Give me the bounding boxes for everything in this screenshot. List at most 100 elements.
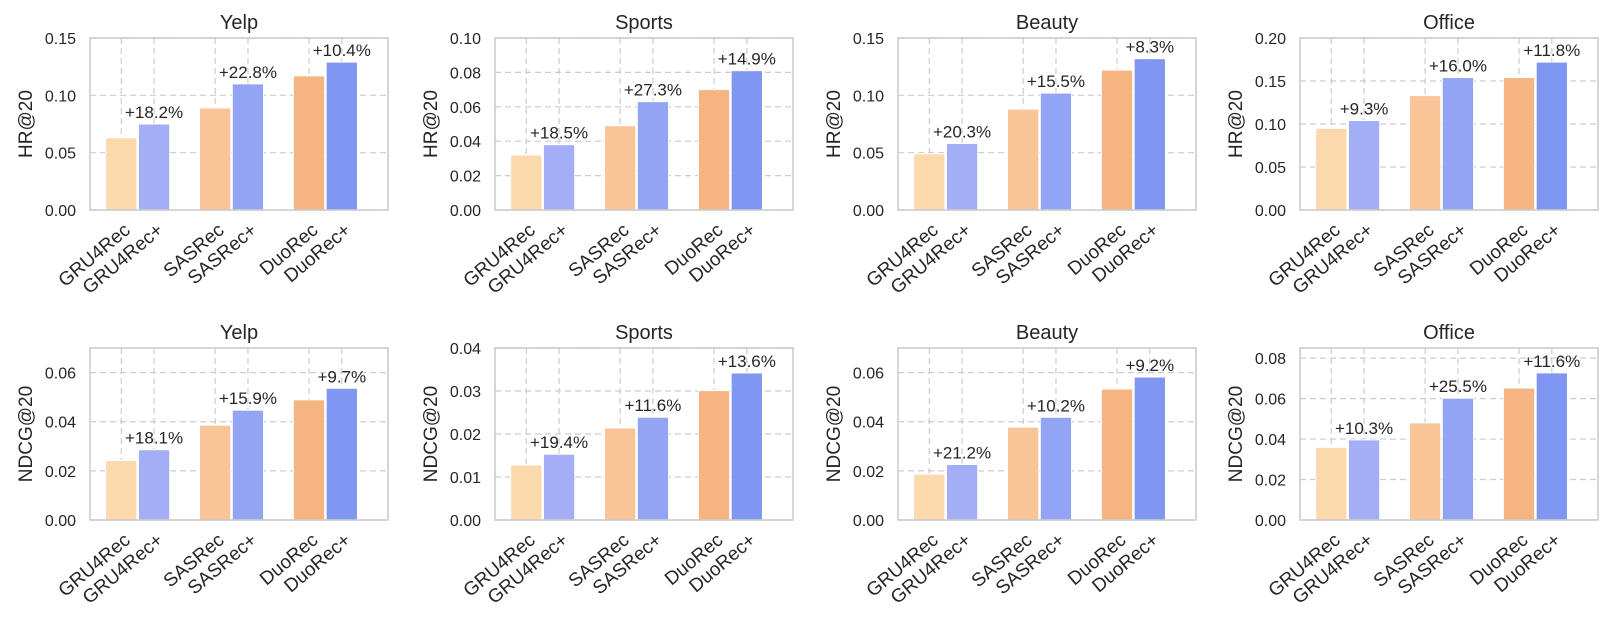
y-tick-label: 0.04 (450, 134, 481, 151)
bar (292, 75, 326, 211)
axes-frame (1299, 347, 1599, 521)
bar (325, 387, 358, 521)
chart-title: Yelp (220, 12, 258, 34)
bar (1133, 376, 1166, 521)
chart-title: Sports (615, 322, 673, 344)
bar (1535, 61, 1568, 211)
y-tick-label: 0.02 (45, 464, 76, 481)
y-tick-label: 0.00 (45, 513, 76, 530)
bar (542, 144, 576, 211)
bar (1535, 372, 1568, 521)
axes-frame (897, 37, 1197, 211)
y-axis-label: NDCG@20 (824, 386, 845, 482)
bar (105, 460, 138, 521)
bar-annotation: +8.3% (1125, 38, 1174, 57)
bar-annotation: +14.9% (718, 50, 776, 69)
y-axis-label: NDCG@20 (1226, 386, 1247, 482)
bar (1100, 388, 1134, 521)
y-axis-label: HR@20 (16, 90, 37, 158)
y-tick-label: 0.06 (450, 100, 481, 117)
y-axis-label: NDCG@20 (421, 386, 442, 482)
bar (1039, 92, 1073, 211)
bar-annotation: +10.3% (1335, 419, 1393, 438)
chart-panel: 0.00 0.02 0.04 0.06 0.08 0.10 +18.5% +27.3% +14.… (421, 12, 794, 299)
bar-annotation: +10.4% (313, 41, 371, 60)
bar (325, 61, 358, 211)
y-tick-label: 0.15 (1255, 74, 1286, 91)
bar (1315, 127, 1348, 211)
bar (1502, 387, 1536, 521)
y-tick-label: 0.05 (1255, 160, 1286, 177)
bar (945, 463, 979, 521)
bar-annotation: +18.2% (125, 103, 183, 122)
chart-title: Beauty (1016, 12, 1078, 34)
y-tick-label: 0.02 (450, 169, 481, 186)
y-tick-label: 0.04 (450, 341, 481, 358)
axes-frame (897, 347, 1197, 521)
bar-annotation: +20.3% (933, 122, 991, 141)
y-axis-label: HR@20 (1226, 90, 1247, 158)
bar (137, 123, 171, 211)
chart-panel: 0.00 0.01 0.02 0.03 0.04 +19.4% +11.6% +13.6% Sp… (421, 322, 794, 609)
bar (913, 153, 946, 211)
axes-frame (89, 347, 389, 521)
y-tick-label: 0.10 (450, 31, 481, 48)
y-tick-label: 0.00 (1255, 513, 1286, 530)
bar (1039, 416, 1073, 521)
y-tick-label: 0.04 (45, 415, 76, 432)
y-tick-label: 0.10 (45, 88, 76, 105)
bar-annotation: +22.8% (219, 63, 277, 82)
bar (697, 390, 731, 521)
axes-frame (494, 347, 794, 521)
bar (1007, 108, 1040, 211)
y-tick-label: 0.00 (853, 203, 884, 220)
bar (1315, 446, 1348, 521)
y-axis-label: HR@20 (421, 90, 442, 158)
bar (636, 101, 670, 211)
y-tick-label: 0.00 (45, 203, 76, 220)
y-tick-label: 0.15 (853, 31, 884, 48)
y-axis-label: HR@20 (824, 90, 845, 158)
bar-annotation: +18.5% (530, 124, 588, 143)
chart-panel: 0.00 0.05 0.10 0.15 +20.3% +15.5% +8.3% Beauty H… (824, 12, 1197, 299)
bar (730, 372, 763, 521)
bar (199, 424, 232, 521)
y-tick-label: 0.10 (1255, 117, 1286, 134)
chart-panel: 0.00 0.02 0.04 0.06 +21.2% +10.2% +9.2% Beauty N… (824, 322, 1197, 609)
y-tick-label: 0.06 (1255, 392, 1286, 409)
bar-annotation: +9.7% (317, 367, 366, 386)
y-tick-label: 0.02 (853, 464, 884, 481)
chart-panel: 0.00 0.02 0.04 0.06 +18.1% +15.9% +9.7% Yelp NDC… (16, 322, 389, 609)
bar-annotation: +18.1% (125, 429, 183, 448)
chart-title: Sports (615, 12, 673, 34)
bar (913, 473, 946, 521)
bar (542, 453, 576, 521)
axes-frame (1299, 37, 1599, 211)
bar (137, 449, 171, 521)
bar (1100, 69, 1134, 211)
bar-annotation: +9.3% (1340, 100, 1389, 119)
bar (730, 70, 763, 211)
bar (1502, 77, 1536, 211)
y-tick-label: 0.00 (1255, 203, 1286, 220)
bar (199, 107, 232, 211)
bar-annotation: +27.3% (624, 81, 682, 100)
y-axis-label: NDCG@20 (16, 386, 37, 482)
y-tick-label: 0.02 (1255, 473, 1286, 490)
y-tick-label: 0.06 (853, 366, 884, 383)
bar (1007, 426, 1040, 521)
bar-annotation: +13.6% (718, 352, 776, 371)
chart-panel: 0.00 0.02 0.04 0.06 0.08 +10.3% +25.5% +11.6% Of… (1226, 322, 1599, 609)
bar (1441, 77, 1475, 211)
bar-annotation: +15.5% (1027, 72, 1085, 91)
y-tick-label: 0.08 (450, 65, 481, 82)
bar (231, 83, 265, 211)
bar (1347, 120, 1381, 211)
y-tick-label: 0.00 (450, 513, 481, 530)
y-tick-label: 0.04 (1255, 432, 1286, 449)
bar (636, 416, 670, 521)
bar-annotation: +9.2% (1125, 356, 1174, 375)
y-tick-label: 0.01 (450, 470, 481, 487)
